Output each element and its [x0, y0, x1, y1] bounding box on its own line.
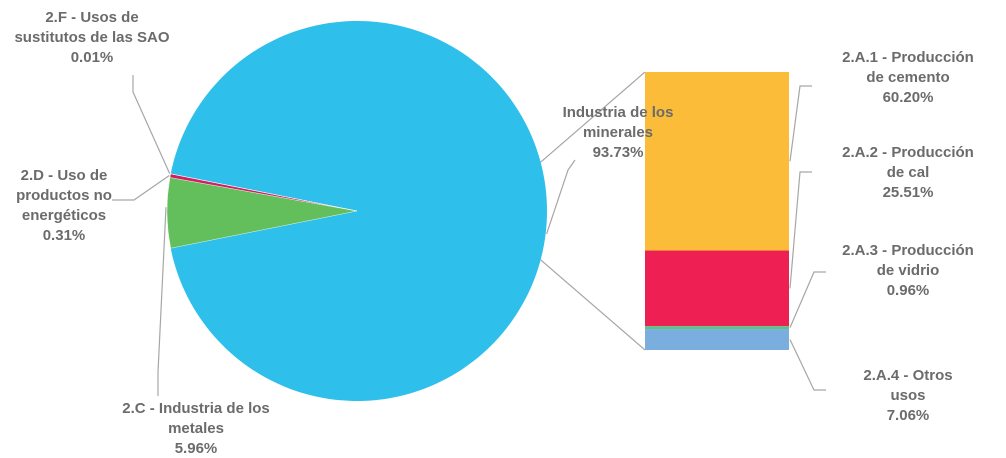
- label-text: productos no: [16, 187, 112, 204]
- bar-segment-2-a-4-otros-usos: [645, 329, 789, 350]
- label-2-a-1-produccion-de-cemento: 2.A.1 - Producción de cemento 60.20%: [842, 49, 974, 106]
- label-value: 60.20%: [883, 89, 934, 106]
- leader-2-f-usos-de-sustitutos-de-las-sao: [132, 75, 171, 174]
- label-text: de cemento: [866, 69, 949, 86]
- label-text: de cal: [887, 164, 930, 181]
- label-text: 2.A.3 - Producción: [842, 242, 974, 259]
- label-2-d-uso-de-productos-no-energeticos: 2.D - Uso de productos no energéticos 0.31%: [16, 167, 112, 244]
- connector-top: [540, 71, 646, 163]
- pie: [166, 20, 548, 401]
- leader-lines: [112, 75, 826, 396]
- label-text: minerales: [583, 124, 653, 141]
- bar-segment-2-a-3-produccion-de-vidrio: [645, 326, 789, 330]
- pie-bar-connectors: [540, 71, 646, 351]
- label-value: 0.31%: [43, 227, 86, 244]
- label-text: usos: [890, 387, 925, 404]
- label-text: energéticos: [22, 207, 106, 224]
- labels: Industria de los minerales 93.73% 2.C - Ind…: [14, 9, 973, 457]
- label-industria-de-los-minerales: Industria de los minerales 93.73%: [563, 104, 674, 161]
- leader-2-a-1-produccion-de-cemento: [789, 85, 812, 162]
- label-2-a-3-produccion-de-vidrio: 2.A.3 - Producción de vidrio 0.96%: [842, 242, 974, 299]
- label-text: Industria de los: [563, 104, 674, 121]
- label-value: 25.51%: [883, 184, 934, 201]
- leader-2-d-uso-de-productos-no-energeticos: [112, 175, 170, 201]
- leader-2-a-2-produccion-de-cal: [789, 171, 812, 289]
- label-value: 5.96%: [175, 440, 218, 457]
- label-text: 2.C - Industria de los: [122, 400, 270, 417]
- label-text: 2.A.1 - Producción: [842, 49, 974, 66]
- label-value: 93.73%: [593, 144, 644, 161]
- leader-2-a-3-produccion-de-vidrio: [789, 271, 826, 328]
- label-2-a-4-otros-usos: 2.A.4 - Otros usos 7.06%: [863, 367, 952, 424]
- label-text: 2.F - Usos de: [45, 9, 138, 26]
- label-text: metales: [168, 420, 224, 437]
- label-2-c-industria-de-los-metales: 2.C - Industria de los metales 5.96%: [122, 400, 270, 457]
- label-value: 7.06%: [887, 407, 930, 424]
- label-text: sustitutos de las SAO: [14, 29, 169, 46]
- connector-bottom: [540, 259, 646, 351]
- label-text: 2.A.2 - Producción: [842, 144, 974, 161]
- pie-slice-industria-de-los-minerales: [170, 20, 548, 401]
- bar-segment-2-a-2-produccion-de-cal: [645, 250, 789, 327]
- label-2-f-usos-de-sustitutos-de-las-sao: 2.F - Usos de sustitutos de las SAO 0.01%: [14, 9, 169, 66]
- label-text: de vidrio: [877, 262, 940, 279]
- stacked-bar: [645, 72, 789, 350]
- pie-slice-2-f-usos-de-sustitutos-de-las-sao: [170, 173, 358, 212]
- label-text: 2.A.4 - Otros: [863, 367, 952, 384]
- leader-2-a-4-otros-usos: [789, 339, 826, 391]
- leader-2-c-industria-de-los-metales: [157, 207, 167, 396]
- label-text: 2.D - Uso de: [21, 167, 108, 184]
- leader-industria-de-los-minerales: [546, 159, 576, 235]
- label-value: 0.96%: [887, 282, 930, 299]
- bar-segment-2-a-1-produccion-de-cemento: [645, 72, 789, 251]
- label-value: 0.01%: [71, 49, 114, 66]
- label-2-a-2-produccion-de-cal: 2.A.2 - Producción de cal 25.51%: [842, 144, 974, 201]
